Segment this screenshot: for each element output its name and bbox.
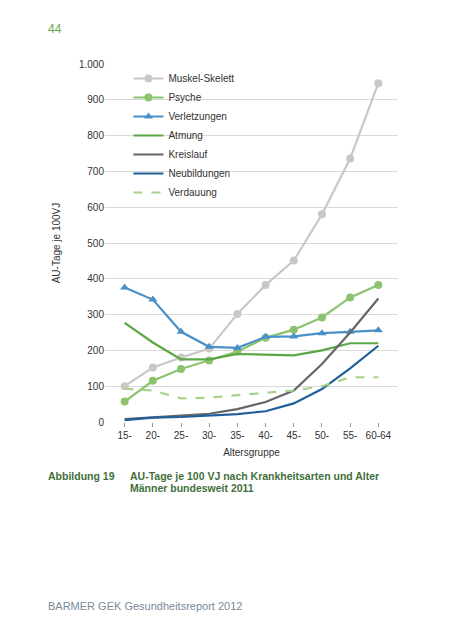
svg-text:40-: 40- — [258, 430, 272, 441]
svg-text:25-: 25- — [174, 430, 188, 441]
svg-text:100: 100 — [87, 381, 104, 392]
svg-text:30-: 30- — [202, 430, 216, 441]
svg-text:Verdauung: Verdauung — [168, 187, 216, 198]
svg-text:700: 700 — [87, 166, 104, 177]
svg-text:0: 0 — [98, 417, 104, 428]
svg-text:Kreislauf: Kreislauf — [168, 149, 207, 160]
svg-text:20-: 20- — [146, 430, 160, 441]
svg-text:Muskel-Skelett: Muskel-Skelett — [168, 73, 234, 84]
html-text:44: 44 — [48, 22, 62, 36]
svg-text:1.000: 1.000 — [79, 59, 104, 70]
svg-text:800: 800 — [87, 130, 104, 141]
html-text:BARMER GEK Gesundheitsreport 2: BARMER GEK Gesundheitsreport 2012 — [48, 600, 243, 612]
html-text:AU-Tage je 100 VJ nach Krankhe: AU-Tage je 100 VJ nach Krankheitsarten u… — [130, 470, 380, 494]
svg-text:500: 500 — [87, 238, 104, 249]
svg-text:400: 400 — [87, 273, 104, 284]
svg-text:50-: 50- — [315, 430, 329, 441]
svg-text:Altersgruppe: Altersgruppe — [223, 447, 280, 458]
svg-text:35-: 35- — [230, 430, 244, 441]
svg-text:200: 200 — [87, 345, 104, 356]
svg-text:45-: 45- — [287, 430, 301, 441]
svg-text:Psyche: Psyche — [168, 92, 201, 103]
svg-text:300: 300 — [87, 309, 104, 320]
svg-text:55-: 55- — [343, 430, 357, 441]
html-text:Abbildung 19: Abbildung 19 — [48, 470, 115, 482]
svg-text:Atmung: Atmung — [168, 130, 202, 141]
svg-text:60-64: 60-64 — [366, 430, 392, 441]
svg-text:Neubildungen: Neubildungen — [168, 168, 230, 179]
svg-text:900: 900 — [87, 94, 104, 105]
svg-text:AU-Tage je 100VJ: AU-Tage je 100VJ — [51, 203, 62, 284]
svg-text:15-: 15- — [117, 430, 131, 441]
svg-text:600: 600 — [87, 202, 104, 213]
svg-text:Verletzungen: Verletzungen — [168, 111, 226, 122]
